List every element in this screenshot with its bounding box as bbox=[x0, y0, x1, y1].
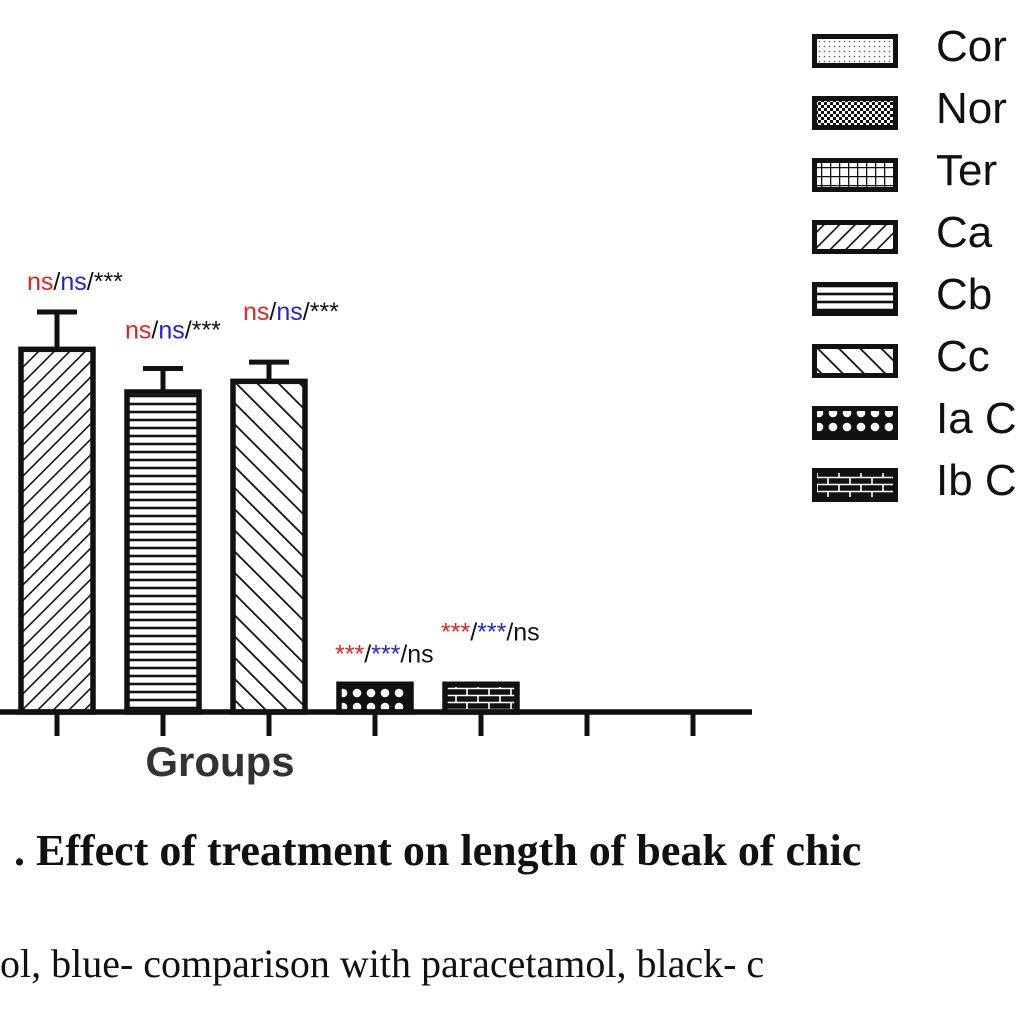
legend-label-ib: Ib C bbox=[936, 456, 1017, 505]
significance-part: ns bbox=[158, 317, 184, 345]
legend-swatch-nor bbox=[812, 96, 898, 130]
legend-swatch-ia bbox=[812, 406, 898, 440]
bar-ca bbox=[18, 346, 96, 715]
significance-part: *** bbox=[441, 618, 470, 646]
significance-part: ns bbox=[276, 298, 302, 326]
significance-part: ns bbox=[125, 317, 151, 345]
legend-label-ia: Ia C bbox=[936, 394, 1017, 443]
bar-cb bbox=[124, 389, 202, 715]
legend-swatch-cor bbox=[812, 34, 898, 68]
significance-part: ns bbox=[243, 298, 269, 326]
legend-label-cc: Cc bbox=[936, 332, 990, 381]
bar-ia bbox=[336, 681, 414, 715]
legend-swatch-ib bbox=[812, 468, 898, 502]
significance-part: / bbox=[53, 268, 60, 296]
significance-label-ib: ***/***/ns bbox=[441, 618, 540, 646]
significance-part: /*** bbox=[87, 268, 123, 296]
legend-swatch-ter bbox=[812, 158, 898, 192]
legend-label-ca: Ca bbox=[936, 208, 993, 257]
significance-part: /*** bbox=[185, 317, 221, 345]
legend-label-cor: Cor bbox=[936, 22, 1007, 71]
error-bar-cc bbox=[249, 359, 289, 382]
significance-label-ia: ***/***/ns bbox=[335, 640, 434, 668]
figure-caption-title: . Effect of treatment on length of beak … bbox=[14, 826, 862, 875]
significance-label-cc: ns/ns/*** bbox=[243, 298, 339, 326]
significance-label-ca: ns/ns/*** bbox=[27, 268, 123, 296]
figure-caption-note: ol, blue- comparison with paracetamol, b… bbox=[0, 941, 765, 986]
significance-part: /ns bbox=[400, 640, 433, 668]
significance-part: *** bbox=[477, 618, 506, 646]
bar-ib bbox=[442, 681, 520, 715]
significance-part: / bbox=[151, 317, 158, 345]
error-bar-ca bbox=[37, 309, 77, 350]
significance-part: /ns bbox=[506, 618, 539, 646]
significance-label-cb: ns/ns/*** bbox=[125, 317, 221, 345]
legend-swatch-cb bbox=[812, 282, 898, 316]
significance-part: / bbox=[269, 298, 276, 326]
legend-label-ter: Ter bbox=[936, 146, 998, 195]
significance-part: / bbox=[470, 618, 477, 646]
x-axis-label: Groups bbox=[145, 738, 295, 785]
significance-part: ns bbox=[27, 268, 53, 296]
significance-part: ns bbox=[60, 268, 86, 296]
bar-chart: ns/ns/***ns/ns/***ns/ns/******/***/ns***… bbox=[0, 268, 752, 736]
x-axis bbox=[0, 709, 752, 736]
bar-cc bbox=[230, 378, 308, 715]
significance-part: / bbox=[364, 640, 371, 668]
error-bar-cb bbox=[143, 366, 183, 392]
significance-part: *** bbox=[335, 640, 364, 668]
legend-label-cb: Cb bbox=[936, 270, 993, 319]
legend-label-nor: Nor bbox=[936, 84, 1007, 133]
legend-swatch-cc bbox=[812, 344, 898, 378]
significance-part: /*** bbox=[303, 298, 339, 326]
legend-swatch-ca bbox=[812, 220, 898, 254]
significance-part: *** bbox=[371, 640, 400, 668]
bars-layer: ns/ns/***ns/ns/***ns/ns/******/***/ns***… bbox=[18, 268, 540, 715]
